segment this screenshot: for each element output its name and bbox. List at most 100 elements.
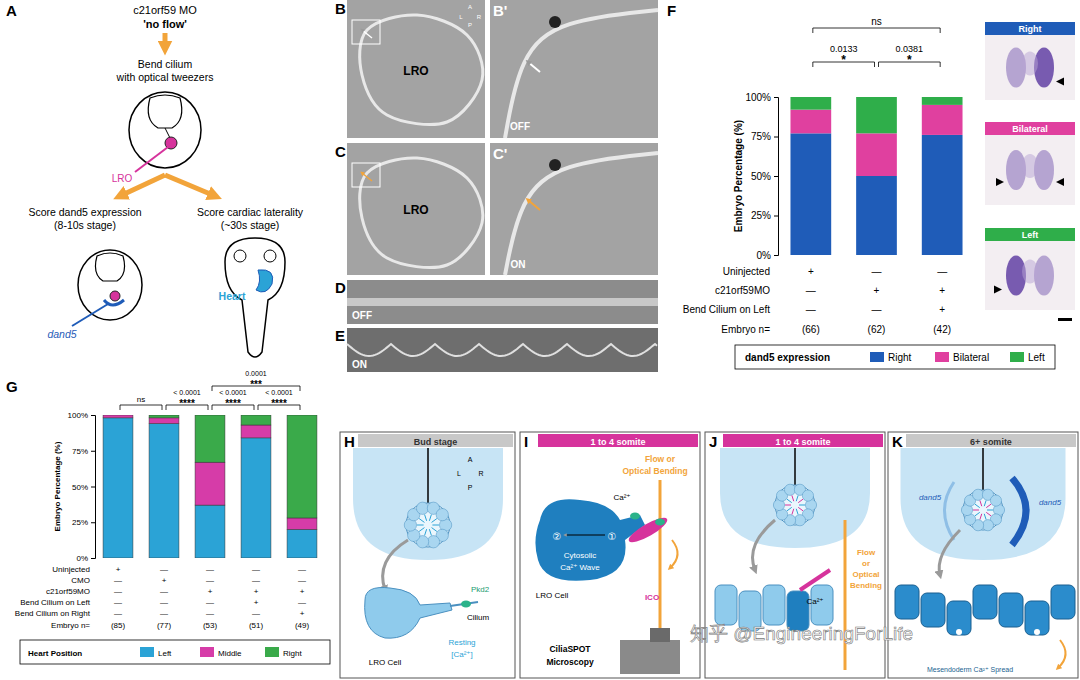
condition-label: c21orf59MO — [715, 285, 770, 296]
label: Bend cilium — [138, 58, 193, 70]
image-title: Left — [1022, 230, 1039, 240]
cilium — [432, 525, 439, 526]
arrowhead — [994, 286, 1002, 294]
condition-cell: — — [206, 576, 214, 585]
lro-cell — [416, 502, 428, 514]
bar-segment — [241, 425, 271, 438]
label: R — [477, 14, 482, 20]
image — [985, 135, 1075, 205]
condition-cell: + — [300, 587, 305, 596]
cilium — [432, 519, 437, 523]
lro-outline — [360, 15, 483, 125]
particle — [549, 159, 561, 171]
label: dand5 — [919, 493, 942, 502]
label: Ca²⁺ — [613, 493, 630, 502]
inset-box — [352, 20, 380, 44]
panel-letter: C — [335, 143, 346, 160]
bar-segment — [922, 135, 963, 255]
axis-line — [91, 416, 96, 559]
label: (8-10s stage) — [54, 219, 116, 231]
inset-box — [352, 163, 380, 187]
bar-segment — [149, 415, 179, 418]
lro-outline — [360, 158, 483, 268]
panel-letter: I — [524, 433, 528, 450]
objective — [650, 628, 670, 642]
lro-cell — [784, 484, 795, 495]
image — [985, 35, 1075, 100]
lro-cell — [365, 588, 452, 639]
condition-cell: — — [160, 587, 168, 596]
legend-label: Left — [158, 649, 172, 658]
lro-cell — [972, 489, 983, 500]
condition-cell: — — [298, 598, 306, 607]
stain — [1022, 260, 1038, 284]
label: or — [862, 559, 870, 568]
significance-stars: **** — [271, 398, 287, 409]
label: Ca²⁺ Wave — [560, 563, 600, 572]
tick-label: 50% — [72, 483, 88, 492]
tick-mark — [91, 415, 95, 416]
tick-mark — [774, 97, 778, 98]
condition-cell: — — [114, 587, 122, 596]
n-value: (62) — [868, 324, 886, 335]
condition-cell: — — [160, 609, 168, 618]
cilium — [975, 512, 980, 516]
image — [490, 0, 658, 138]
arrow — [163, 33, 168, 48]
condition-label: Bend Cilium on Left — [683, 304, 770, 315]
bars — [790, 97, 962, 255]
lro-cell — [982, 520, 993, 531]
condition-cell: + — [162, 576, 167, 585]
legend-label: Right — [283, 649, 302, 658]
label: Optical — [852, 570, 879, 579]
p-value: 0.0001 — [245, 370, 267, 377]
y-tick: 0% — [76, 554, 95, 563]
p-value: < 0.0001 — [265, 389, 293, 396]
bar-segment — [195, 462, 225, 505]
label: Score cardiac laterality — [197, 206, 304, 218]
bar-segment — [195, 415, 225, 462]
label: OFF — [352, 310, 372, 321]
mesendoderm-cell — [1025, 601, 1049, 635]
label: Microscopy — [546, 657, 594, 667]
ca-signal — [1034, 629, 1040, 635]
pkd2 — [461, 601, 471, 608]
panel-letter: G — [6, 378, 18, 395]
ca-channel — [655, 519, 665, 526]
condition-cell: — — [160, 565, 168, 574]
axis-line — [774, 98, 779, 256]
n-value: (85) — [111, 621, 126, 630]
cilium — [417, 525, 424, 526]
y-tick: 50% — [72, 483, 95, 492]
bar-segment — [195, 505, 225, 558]
cilium — [980, 500, 982, 506]
panel-box — [520, 432, 700, 678]
cilium — [799, 505, 805, 506]
significance-bracket — [120, 405, 162, 410]
condition-cell: + — [874, 285, 880, 296]
condition-cell: — — [206, 565, 214, 574]
significance-stars: * — [907, 53, 912, 67]
label: Resting — [448, 638, 475, 647]
label: Optical Bending — [622, 466, 687, 476]
panel-f: FRightBilateralLeft — [667, 2, 1075, 321]
label: P — [468, 484, 473, 491]
label: LRO — [112, 173, 133, 184]
image-title: Right — [1019, 24, 1042, 34]
label: (~30s stage) — [221, 219, 280, 231]
tick-label: 0% — [76, 554, 88, 563]
label: A — [468, 456, 473, 463]
p-value: < 0.0001 — [173, 389, 201, 396]
bar-segment — [287, 518, 317, 529]
legend-title: Heart Position — [28, 649, 82, 658]
panel-header-text: 1 to 4 somite — [590, 437, 645, 447]
tailbud — [353, 448, 503, 560]
lro-cell — [794, 515, 805, 526]
cilium — [432, 528, 437, 532]
tick-label: 100% — [745, 92, 771, 103]
panel-letter: J — [709, 433, 717, 450]
label: dand5 — [1039, 498, 1062, 507]
dand5-pointer — [72, 304, 108, 326]
lro-outline — [505, 153, 658, 275]
watermark: 知乎 @EngineeringForLife — [690, 623, 913, 644]
